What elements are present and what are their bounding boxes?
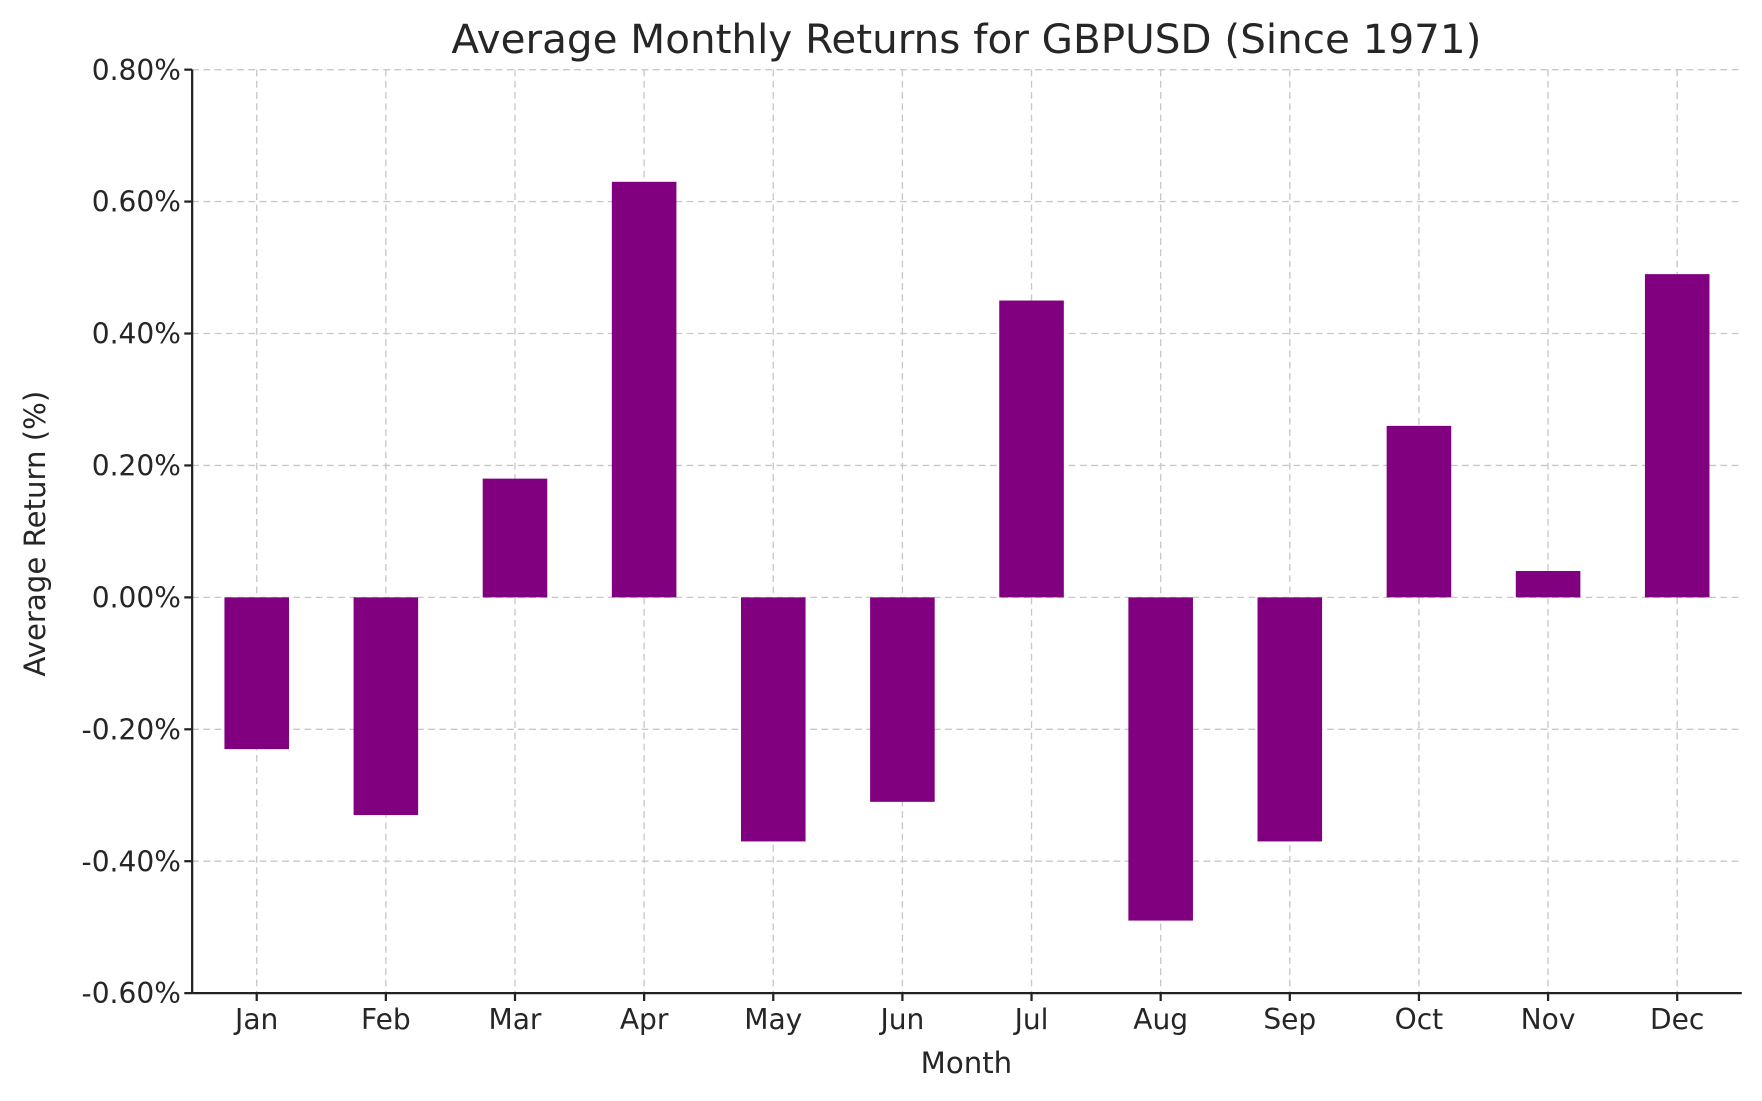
- x-tick-label: Jul: [1013, 1003, 1049, 1036]
- y-axis-label: Average Return (%): [18, 391, 52, 677]
- x-tick-label: Nov: [1521, 1003, 1576, 1036]
- y-tick-label: 0.80%: [92, 54, 181, 87]
- bar-jul: [999, 300, 1064, 598]
- bar-sep: [1257, 597, 1323, 842]
- bar-jan: [224, 597, 290, 750]
- bars: [224, 181, 1710, 921]
- bar-mar: [482, 478, 548, 598]
- y-tick-label: 0.60%: [92, 186, 181, 219]
- x-axis-label: Month: [921, 1046, 1013, 1080]
- y-tick-label: -0.60%: [82, 977, 181, 1010]
- x-tick-label: Apr: [620, 1003, 669, 1036]
- bar-jun: [870, 597, 935, 802]
- x-tick-label: Jan: [233, 1003, 278, 1036]
- y-tick-label: 0.40%: [92, 318, 181, 351]
- y-tick-label: 0.00%: [92, 581, 181, 614]
- axes: [191, 69, 1742, 995]
- x-tick-label: May: [744, 1003, 802, 1036]
- x-tick-label: Jun: [878, 1003, 924, 1036]
- bar-oct: [1386, 425, 1452, 598]
- y-tick-label: 0.20%: [92, 450, 181, 483]
- bar-apr: [611, 181, 677, 598]
- bar-may: [740, 597, 806, 842]
- ticks: -0.60% -0.40% -0.20% 0.00% 0.20% 0.40% 0.60% 0.…: [82, 54, 1705, 1036]
- x-tick-label: Mar: [488, 1003, 541, 1036]
- x-tick-label: Oct: [1395, 1003, 1444, 1036]
- bar-feb: [353, 597, 419, 816]
- bar-aug: [1128, 597, 1193, 921]
- bar-dec: [1644, 274, 1710, 598]
- chart-title: Average Monthly Returns for GBPUSD (Sinc…: [451, 15, 1481, 63]
- y-tick-label: -0.20%: [82, 713, 181, 746]
- bar-nov: [1515, 570, 1581, 598]
- x-tick-label: Dec: [1650, 1003, 1704, 1036]
- x-tick-label: Feb: [361, 1003, 411, 1036]
- y-tick-label: -0.40%: [82, 845, 181, 878]
- grid: [192, 68, 1742, 994]
- x-tick-label: Sep: [1263, 1003, 1316, 1036]
- x-tick-label: Aug: [1133, 1003, 1188, 1036]
